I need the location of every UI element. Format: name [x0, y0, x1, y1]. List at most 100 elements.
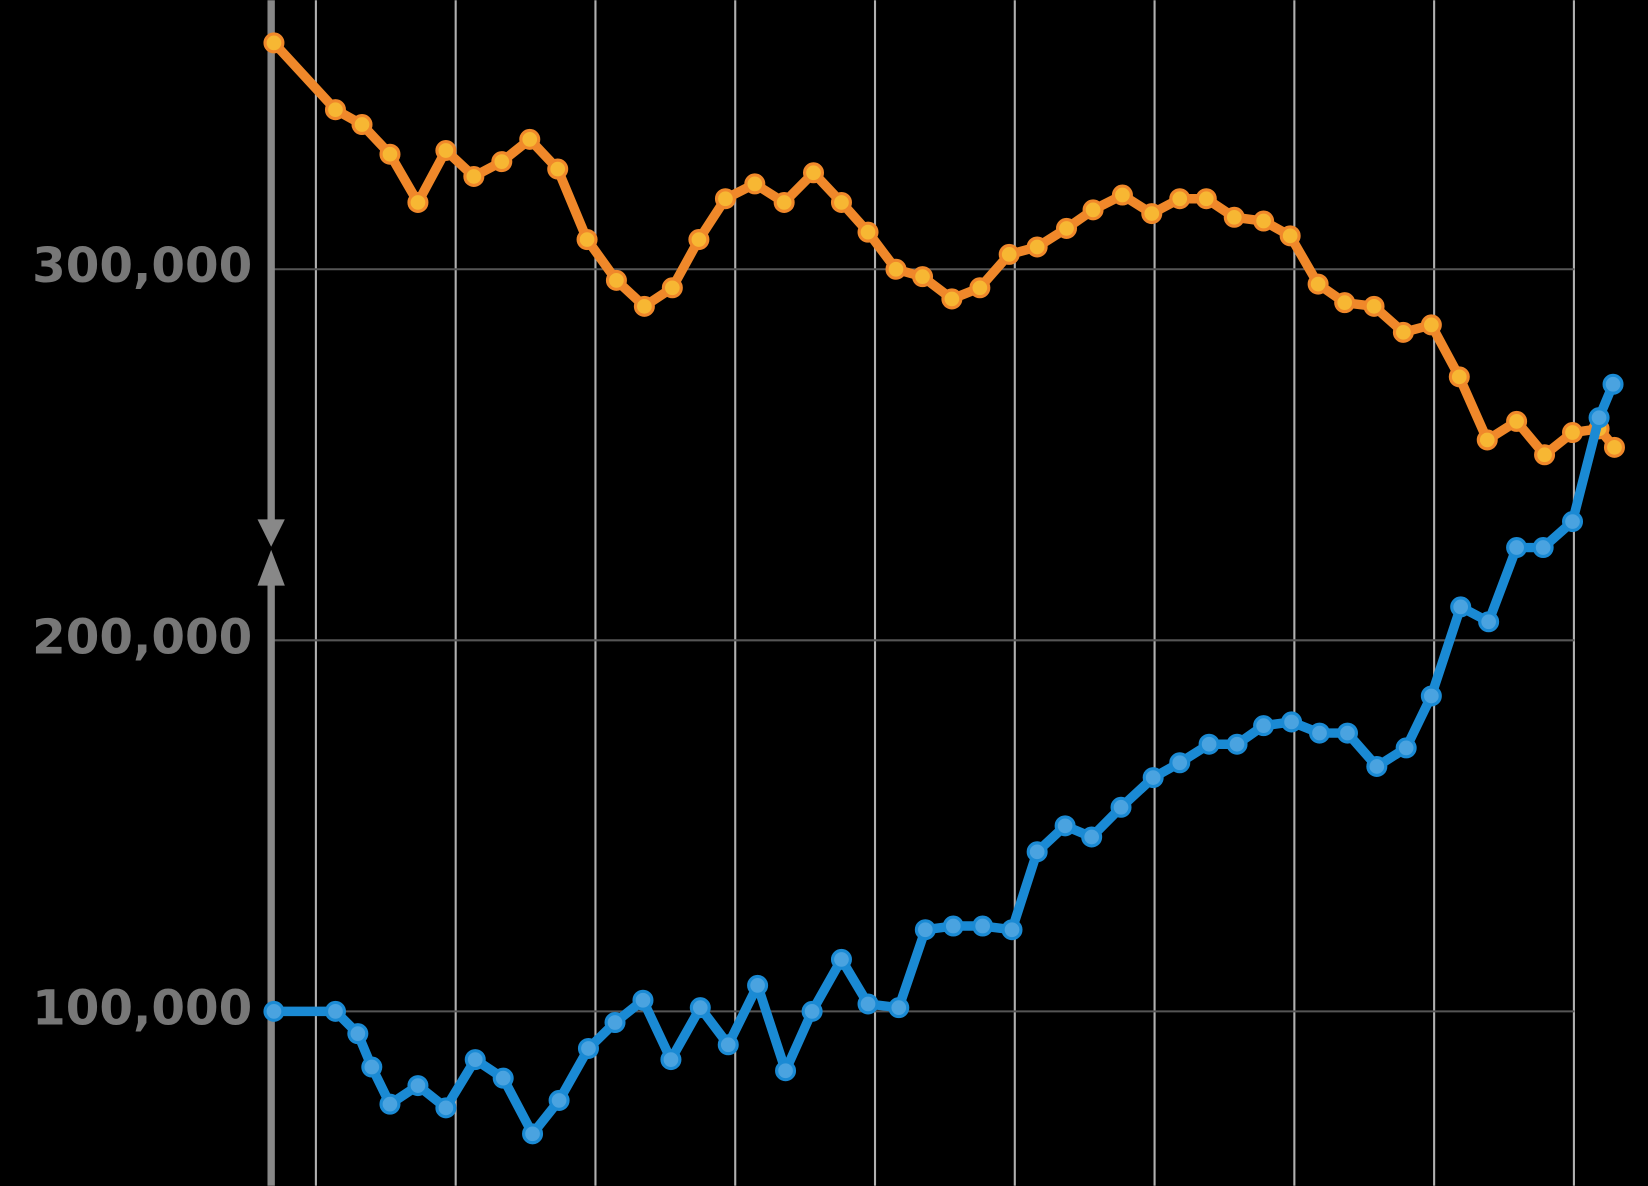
- marker: [1532, 537, 1554, 559]
- marker: [547, 158, 569, 180]
- marker: [1562, 422, 1584, 444]
- marker: [717, 1034, 739, 1056]
- marker: [1334, 292, 1356, 314]
- marker: [324, 1000, 346, 1022]
- marker: [1562, 511, 1584, 533]
- marker: [347, 1023, 369, 1045]
- marker: [1279, 225, 1301, 247]
- axis-break: [257, 519, 285, 547]
- axis-break: [257, 549, 285, 586]
- marker: [464, 1049, 486, 1071]
- marker: [830, 948, 852, 970]
- y-tick-label: 300,000: [32, 238, 252, 294]
- marker: [1506, 537, 1528, 559]
- y-tick-label: 100,000: [32, 980, 252, 1036]
- marker: [773, 191, 795, 213]
- marker: [519, 128, 541, 150]
- marker: [830, 191, 852, 213]
- marker: [1141, 203, 1163, 225]
- marker: [351, 114, 373, 136]
- marker: [577, 1037, 599, 1059]
- marker: [263, 32, 285, 54]
- marker: [1253, 210, 1275, 232]
- marker: [857, 221, 879, 243]
- marker: [407, 191, 429, 213]
- marker: [1366, 755, 1388, 777]
- marker: [435, 139, 457, 162]
- marker: [1110, 796, 1132, 818]
- marker: [407, 1075, 429, 1097]
- marker: [1392, 321, 1414, 343]
- marker: [1448, 366, 1470, 388]
- marker: [1195, 188, 1217, 210]
- marker: [1198, 733, 1220, 755]
- marker: [689, 997, 711, 1019]
- marker: [1281, 711, 1303, 733]
- series: [263, 32, 1625, 1145]
- marker: [803, 162, 825, 184]
- marker: [1054, 815, 1076, 837]
- marker: [1363, 295, 1385, 317]
- marker: [914, 919, 936, 941]
- marker: [1476, 429, 1498, 451]
- marker: [888, 997, 910, 1019]
- marker: [1603, 436, 1625, 458]
- marker: [1082, 199, 1104, 221]
- marker: [1588, 407, 1610, 429]
- marker: [1169, 188, 1191, 210]
- marker: [857, 993, 879, 1015]
- marker: [1602, 373, 1624, 395]
- marker: [379, 143, 401, 165]
- marker: [1534, 444, 1556, 466]
- marker: [744, 173, 766, 195]
- marker: [1026, 236, 1048, 258]
- marker: [491, 151, 513, 173]
- marker: [747, 974, 769, 996]
- marker: [1026, 841, 1048, 863]
- marker: [885, 258, 907, 280]
- marker: [576, 229, 598, 251]
- marker: [1307, 273, 1329, 295]
- marker: [1081, 826, 1103, 848]
- marker: [604, 1011, 626, 1034]
- marker: [1395, 737, 1417, 759]
- marker: [1169, 752, 1191, 774]
- marker: [1336, 722, 1358, 744]
- marker: [660, 1049, 682, 1071]
- marker: [633, 295, 655, 317]
- marker: [1253, 715, 1275, 737]
- marker: [324, 99, 346, 121]
- marker: [1506, 410, 1528, 432]
- marker: [661, 277, 683, 299]
- marker: [492, 1067, 514, 1089]
- marker: [1420, 685, 1442, 707]
- marker: [912, 266, 934, 288]
- marker: [1111, 184, 1133, 206]
- marker: [263, 1000, 285, 1022]
- marker: [522, 1123, 544, 1145]
- marker: [1226, 733, 1248, 755]
- marker: [972, 915, 994, 937]
- marker: [998, 243, 1020, 265]
- marker: [1420, 314, 1442, 336]
- marker: [379, 1093, 401, 1115]
- marker: [941, 288, 963, 310]
- marker: [548, 1089, 570, 1111]
- grid: [271, 0, 1575, 1186]
- marker: [1001, 919, 1023, 941]
- y-tick-labels: 100,000 200,000 300,000: [32, 238, 252, 1036]
- marker: [688, 229, 710, 251]
- marker: [1450, 596, 1472, 618]
- marker: [1142, 767, 1164, 789]
- marker: [1223, 206, 1245, 228]
- marker: [361, 1056, 383, 1078]
- y-tick-label: 200,000: [32, 609, 252, 665]
- marker: [1056, 217, 1078, 239]
- marker: [714, 188, 736, 210]
- marker: [969, 277, 991, 299]
- y-axis: [257, 0, 285, 1186]
- marker: [1309, 722, 1331, 744]
- marker: [775, 1060, 797, 1082]
